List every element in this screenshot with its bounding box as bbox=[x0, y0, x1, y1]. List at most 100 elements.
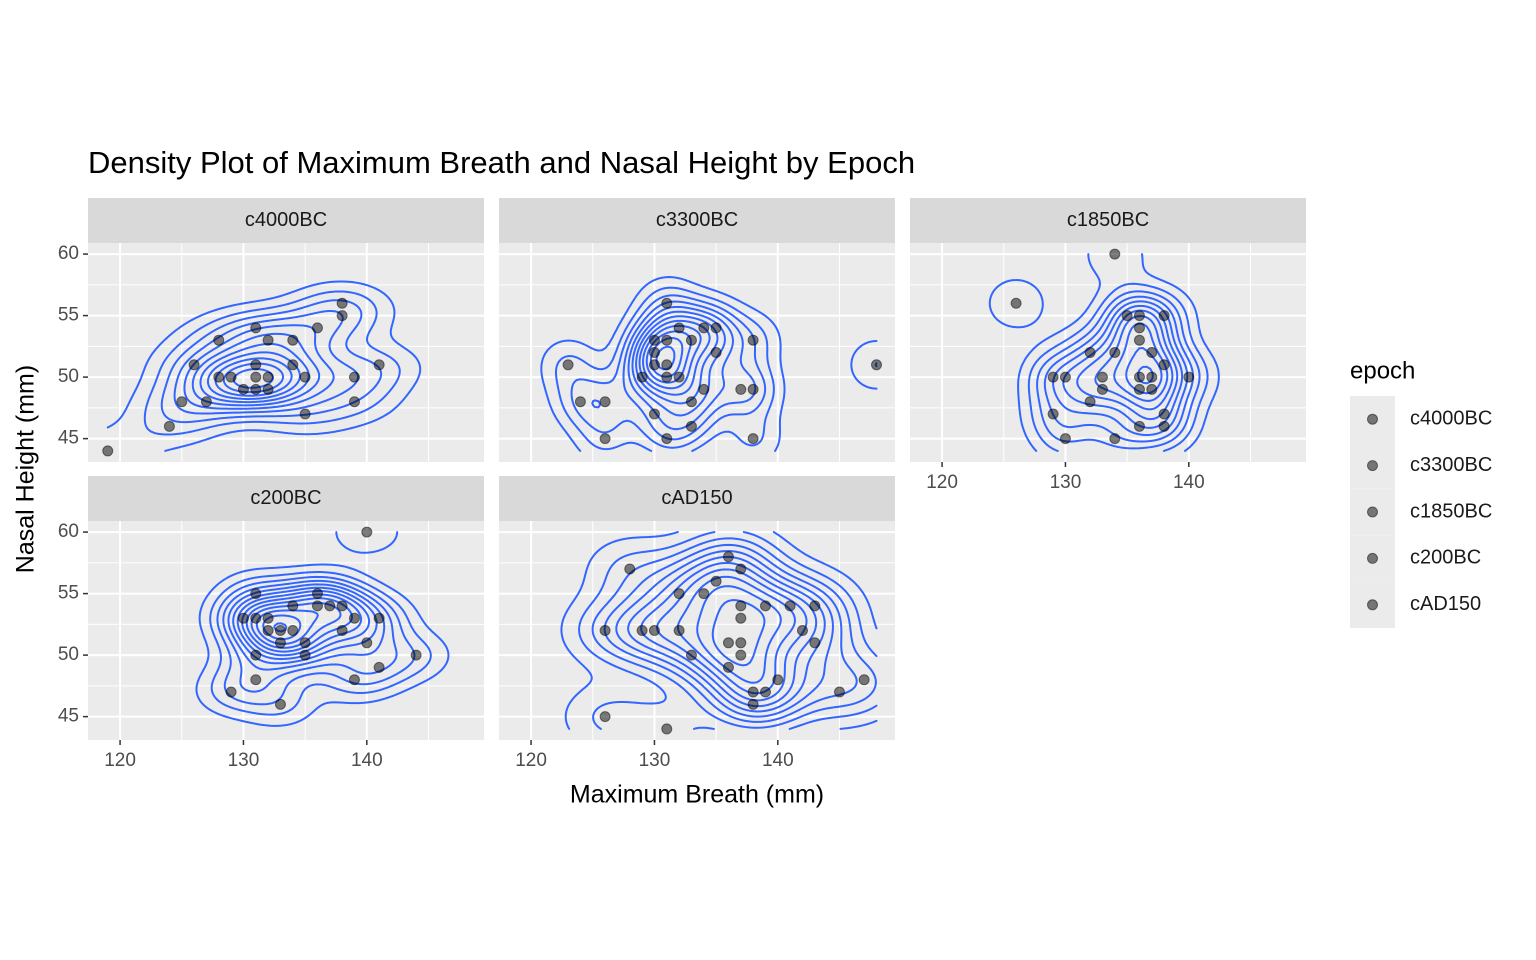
point bbox=[735, 600, 747, 612]
point bbox=[1146, 371, 1158, 383]
point bbox=[250, 371, 262, 383]
point bbox=[311, 600, 323, 612]
point bbox=[287, 625, 299, 636]
point bbox=[809, 600, 821, 612]
point bbox=[1047, 371, 1059, 383]
point bbox=[747, 686, 759, 698]
point bbox=[262, 612, 274, 624]
point bbox=[262, 334, 274, 346]
y-tick-label: 50 bbox=[58, 644, 79, 665]
y-tick-label: 50 bbox=[58, 366, 79, 387]
point bbox=[299, 649, 311, 661]
point bbox=[274, 637, 286, 649]
point bbox=[200, 396, 212, 408]
point bbox=[287, 600, 299, 612]
point bbox=[1109, 433, 1121, 445]
point bbox=[237, 383, 249, 395]
point bbox=[1133, 420, 1145, 432]
point bbox=[348, 612, 360, 624]
point bbox=[661, 723, 673, 735]
point bbox=[250, 588, 262, 600]
legend-title: epoch bbox=[1350, 357, 1415, 384]
point bbox=[1158, 408, 1170, 420]
y-tick-label: 45 bbox=[58, 428, 79, 449]
point bbox=[250, 383, 262, 395]
point bbox=[648, 359, 660, 371]
point bbox=[710, 575, 722, 587]
point bbox=[336, 297, 348, 309]
x-tick-label: 130 bbox=[639, 750, 671, 771]
point bbox=[809, 637, 821, 649]
point bbox=[1047, 408, 1059, 420]
point bbox=[225, 371, 237, 383]
point bbox=[661, 359, 673, 371]
x-tick-label: 120 bbox=[104, 750, 136, 771]
density-contour bbox=[540, 276, 878, 452]
point bbox=[336, 600, 348, 612]
point bbox=[661, 334, 673, 346]
y-tick-label: 60 bbox=[58, 243, 79, 264]
point bbox=[299, 637, 311, 649]
point bbox=[348, 674, 360, 686]
x-tick-label: 120 bbox=[926, 472, 958, 493]
legend-symbol bbox=[1367, 552, 1378, 564]
point bbox=[747, 334, 759, 346]
point bbox=[735, 612, 747, 624]
y-tick-label: 55 bbox=[58, 305, 79, 326]
point bbox=[661, 433, 673, 445]
panel-background bbox=[499, 243, 895, 462]
point bbox=[636, 371, 648, 383]
point bbox=[599, 396, 611, 408]
facet-label: c3300BC bbox=[656, 209, 738, 231]
facet-strip bbox=[499, 476, 895, 521]
point bbox=[648, 408, 660, 420]
point bbox=[287, 334, 299, 346]
point bbox=[250, 359, 262, 371]
y-axis-title: Nasal Height (mm) bbox=[12, 365, 40, 573]
point bbox=[250, 674, 262, 686]
point bbox=[1059, 433, 1071, 445]
facet-strip bbox=[499, 198, 895, 243]
point bbox=[1109, 248, 1121, 260]
legend-symbol bbox=[1367, 599, 1378, 611]
point bbox=[722, 637, 734, 649]
point bbox=[1158, 310, 1170, 322]
point bbox=[759, 686, 771, 698]
point bbox=[373, 661, 385, 673]
point bbox=[624, 563, 636, 575]
point bbox=[673, 322, 685, 334]
point bbox=[710, 347, 722, 358]
point bbox=[1133, 383, 1145, 395]
point bbox=[685, 334, 697, 346]
point bbox=[336, 310, 348, 322]
point bbox=[648, 625, 660, 636]
point bbox=[287, 359, 299, 371]
point bbox=[1183, 371, 1195, 383]
point bbox=[373, 612, 385, 624]
point bbox=[735, 649, 747, 661]
point bbox=[262, 371, 274, 383]
facet-label: c200BC bbox=[250, 487, 321, 509]
x-tick-label: 140 bbox=[1173, 472, 1205, 493]
x-tick-label: 140 bbox=[762, 750, 794, 771]
point bbox=[274, 698, 286, 710]
point bbox=[648, 347, 660, 358]
x-tick-label: 130 bbox=[228, 750, 260, 771]
point bbox=[722, 551, 734, 563]
point bbox=[1158, 420, 1170, 432]
legend-symbol bbox=[1367, 506, 1378, 518]
point bbox=[759, 600, 771, 612]
point bbox=[1096, 383, 1108, 395]
facet-strip bbox=[88, 476, 484, 521]
facet-label: c1850BC bbox=[1067, 209, 1149, 231]
legend-symbol bbox=[1367, 413, 1378, 425]
legend-label: c3300BC bbox=[1410, 454, 1492, 476]
point bbox=[673, 588, 685, 600]
point bbox=[361, 637, 373, 649]
legend-symbol bbox=[1367, 460, 1378, 472]
point bbox=[1146, 383, 1158, 395]
point bbox=[1084, 347, 1096, 358]
point bbox=[673, 625, 685, 636]
point bbox=[1133, 310, 1145, 322]
